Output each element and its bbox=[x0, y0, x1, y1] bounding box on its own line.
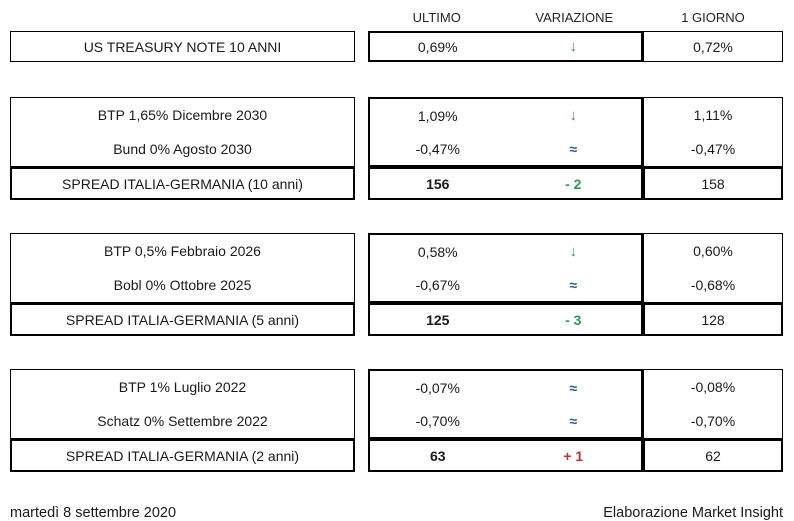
instrument-label: BTP 0,5% Febbraio 2026 bbox=[104, 243, 261, 259]
giorno-value: 1,11% bbox=[693, 107, 733, 123]
giorno-box: -0,08% -0,70% bbox=[643, 369, 783, 439]
down-arrow-icon: ↓ bbox=[569, 38, 578, 55]
spread-label-box: SPREAD ITALIA-GERMANIA (10 anni) bbox=[10, 167, 355, 200]
approx-equal-icon: ≈ bbox=[569, 412, 578, 429]
header-ultimo: ULTIMO bbox=[412, 10, 461, 25]
approx-equal-icon: ≈ bbox=[569, 276, 578, 293]
bond-rows: BTP 1% Luglio 2022 Schatz 0% Settembre 2… bbox=[10, 369, 783, 439]
section-us-treasury: US TREASURY NOTE 10 ANNI 0,69% ↓ 0,72% bbox=[10, 31, 783, 62]
spread-change-value: + 1 bbox=[563, 447, 584, 464]
ultimo-variazione-box: 1,09% ↓ -0,47% ≈ bbox=[368, 97, 643, 167]
spread-giorno-value: 62 bbox=[705, 447, 721, 464]
spread-ultimo-variazione-box: 63 + 1 bbox=[368, 439, 643, 472]
ultimo-value: 0,58% bbox=[417, 243, 458, 260]
spread-giorno-box: 128 bbox=[643, 303, 783, 336]
spread-label-box: SPREAD ITALIA-GERMANIA (5 anni) bbox=[10, 303, 355, 336]
instrument-label: BTP 1,65% Dicembre 2030 bbox=[97, 107, 268, 123]
bond-rows: BTP 0,5% Febbraio 2026 Bobl 0% Ottobre 2… bbox=[10, 233, 783, 303]
ultimo-value: 1,09% bbox=[417, 107, 458, 124]
instrument-label-box: BTP 1% Luglio 2022 Schatz 0% Settembre 2… bbox=[10, 369, 355, 439]
spread-row: SPREAD ITALIA-GERMANIA (2 anni) 63 + 1 6… bbox=[10, 439, 783, 472]
giorno-value: 0,72% bbox=[693, 38, 733, 55]
spread-row: SPREAD ITALIA-GERMANIA (10 anni) 156 - 2… bbox=[10, 167, 783, 200]
header-1-giorno: 1 GIORNO bbox=[681, 10, 745, 25]
giorno-box: 1,11% -0,47% bbox=[643, 97, 783, 167]
ultimo-variazione-box: 0,69% ↓ bbox=[368, 31, 643, 62]
giorno-box: 0,72% bbox=[643, 31, 783, 62]
spread-change-value: - 2 bbox=[565, 175, 582, 192]
approx-equal-icon: ≈ bbox=[569, 140, 578, 157]
instrument-label: Bobl 0% Ottobre 2025 bbox=[113, 277, 252, 293]
attribution: Elaborazione Market Insight bbox=[603, 505, 783, 521]
spread-giorno-box: 62 bbox=[643, 439, 783, 472]
ultimo-value: -0,70% bbox=[415, 412, 460, 429]
giorno-box: 0,60% -0,68% bbox=[643, 233, 783, 303]
instrument-label: Schatz 0% Settembre 2022 bbox=[97, 413, 268, 429]
header-variazione: VARIAZIONE bbox=[535, 10, 614, 25]
spread-ultimo-variazione-box: 156 - 2 bbox=[368, 167, 643, 200]
bond-rows: BTP 1,65% Dicembre 2030 Bund 0% Agosto 2… bbox=[10, 97, 783, 167]
spread-value: 125 bbox=[426, 311, 450, 328]
giorno-value: -0,70% bbox=[690, 413, 736, 429]
ultimo-value: -0,67% bbox=[415, 276, 460, 293]
giorno-value: -0,08% bbox=[690, 379, 736, 395]
spread-value: 156 bbox=[426, 175, 450, 192]
section-2-anni: BTP 1% Luglio 2022 Schatz 0% Settembre 2… bbox=[10, 369, 783, 472]
down-arrow-icon: ↓ bbox=[569, 107, 578, 124]
report-date: martedì 8 settembre 2020 bbox=[10, 505, 177, 521]
spread-label-box: SPREAD ITALIA-GERMANIA (2 anni) bbox=[10, 439, 355, 472]
spread-row: SPREAD ITALIA-GERMANIA (5 anni) 125 - 3 … bbox=[10, 303, 783, 336]
ultimo-value: -0,07% bbox=[415, 379, 460, 396]
spread-label: SPREAD ITALIA-GERMANIA (5 anni) bbox=[65, 311, 300, 328]
spread-giorno-value: 158 bbox=[701, 175, 725, 192]
instrument-label-box: BTP 1,65% Dicembre 2030 Bund 0% Agosto 2… bbox=[10, 97, 355, 167]
giorno-value: -0,68% bbox=[690, 277, 736, 293]
ultimo-variazione-box: 0,58% ↓ -0,67% ≈ bbox=[368, 233, 643, 303]
ultimo-value: -0,47% bbox=[415, 140, 460, 157]
instrument-label-box: US TREASURY NOTE 10 ANNI bbox=[10, 31, 355, 62]
ultimo-value: 0,69% bbox=[417, 38, 458, 55]
giorno-value: -0,47% bbox=[690, 141, 736, 157]
spread-value: 63 bbox=[429, 447, 446, 464]
spread-change-value: - 3 bbox=[565, 311, 582, 328]
spread-giorno-box: 158 bbox=[643, 167, 783, 200]
column-headers: ULTIMO VARIAZIONE 1 GIORNO bbox=[10, 7, 783, 25]
down-arrow-icon: ↓ bbox=[569, 243, 578, 260]
ultimo-variazione-box: -0,07% ≈ -0,70% ≈ bbox=[368, 369, 643, 439]
spread-ultimo-variazione-box: 125 - 3 bbox=[368, 303, 643, 336]
section-5-anni: BTP 0,5% Febbraio 2026 Bobl 0% Ottobre 2… bbox=[10, 233, 783, 336]
instrument-label: Bund 0% Agosto 2030 bbox=[113, 141, 252, 157]
giorno-value: 0,60% bbox=[693, 243, 733, 259]
instrument-label-box: BTP 0,5% Febbraio 2026 Bobl 0% Ottobre 2… bbox=[10, 233, 355, 303]
spread-label: SPREAD ITALIA-GERMANIA (2 anni) bbox=[65, 447, 300, 464]
section-10-anni: BTP 1,65% Dicembre 2030 Bund 0% Agosto 2… bbox=[10, 97, 783, 200]
spread-giorno-value: 128 bbox=[701, 311, 725, 328]
footer: martedì 8 settembre 2020 Elaborazione Ma… bbox=[10, 505, 783, 521]
spread-label: SPREAD ITALIA-GERMANIA (10 anni) bbox=[62, 175, 303, 192]
instrument-label: BTP 1% Luglio 2022 bbox=[118, 379, 247, 395]
approx-equal-icon: ≈ bbox=[569, 379, 578, 396]
instrument-label: US TREASURY NOTE 10 ANNI bbox=[83, 38, 282, 55]
